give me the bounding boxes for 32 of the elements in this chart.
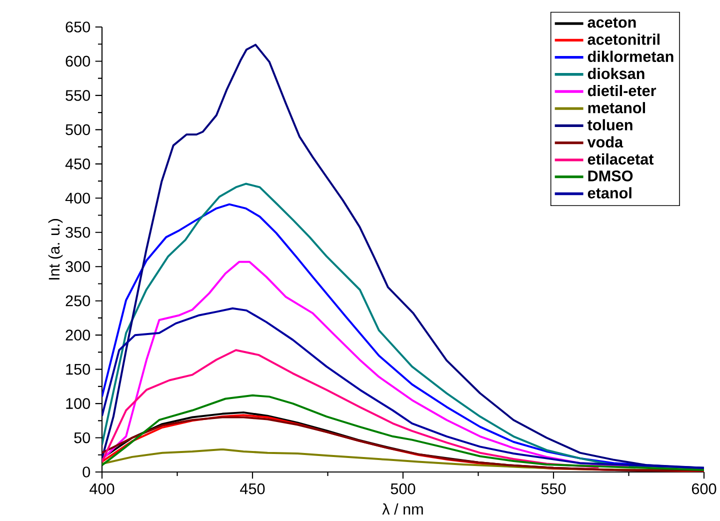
legend-label: metanol: [588, 102, 645, 114]
x-tick-label: 500: [390, 483, 416, 494]
y-tick-label: 50: [74, 432, 90, 444]
x-axis-title: λ / nm: [382, 503, 423, 515]
y-tick-label: 400: [65, 192, 90, 204]
legend-label: dioksan: [588, 68, 644, 80]
legend-label: aceton: [588, 18, 636, 28]
x-tick-label: 550: [541, 483, 566, 494]
y-tick-label: 650: [66, 22, 90, 32]
legend-label: acetonitril: [588, 34, 660, 45]
legend-label: diklormetan: [588, 50, 674, 62]
y-tick-label: 250: [66, 295, 90, 306]
legend-label: DMSO: [588, 170, 633, 182]
y-tick-label: 300: [66, 261, 90, 272]
y-tick-label: 550: [66, 90, 90, 101]
y-tick-label: 600: [66, 56, 90, 67]
y-tick-label: 150: [66, 364, 90, 375]
y-tick-label: 100: [66, 398, 90, 409]
legend-label: etilacetat: [588, 153, 654, 165]
legend-label: dietil-eter: [588, 84, 656, 96]
y-tick-label: 200: [66, 330, 90, 340]
y-tick-label: 350: [66, 226, 90, 238]
y-tick-label: 500: [66, 124, 90, 136]
legend-label: voda: [587, 136, 624, 148]
x-tick-label: 400: [90, 483, 114, 494]
legend-label: toluen: [587, 119, 632, 130]
legend-label: etanol: [588, 187, 632, 198]
y-tick-label: 450: [65, 158, 90, 170]
y-tick-label: 0: [82, 466, 90, 478]
x-tick-label: 450: [240, 483, 265, 494]
y-axis-title: Int (a. u.): [48, 219, 63, 280]
x-tick-label: 600: [692, 483, 716, 494]
